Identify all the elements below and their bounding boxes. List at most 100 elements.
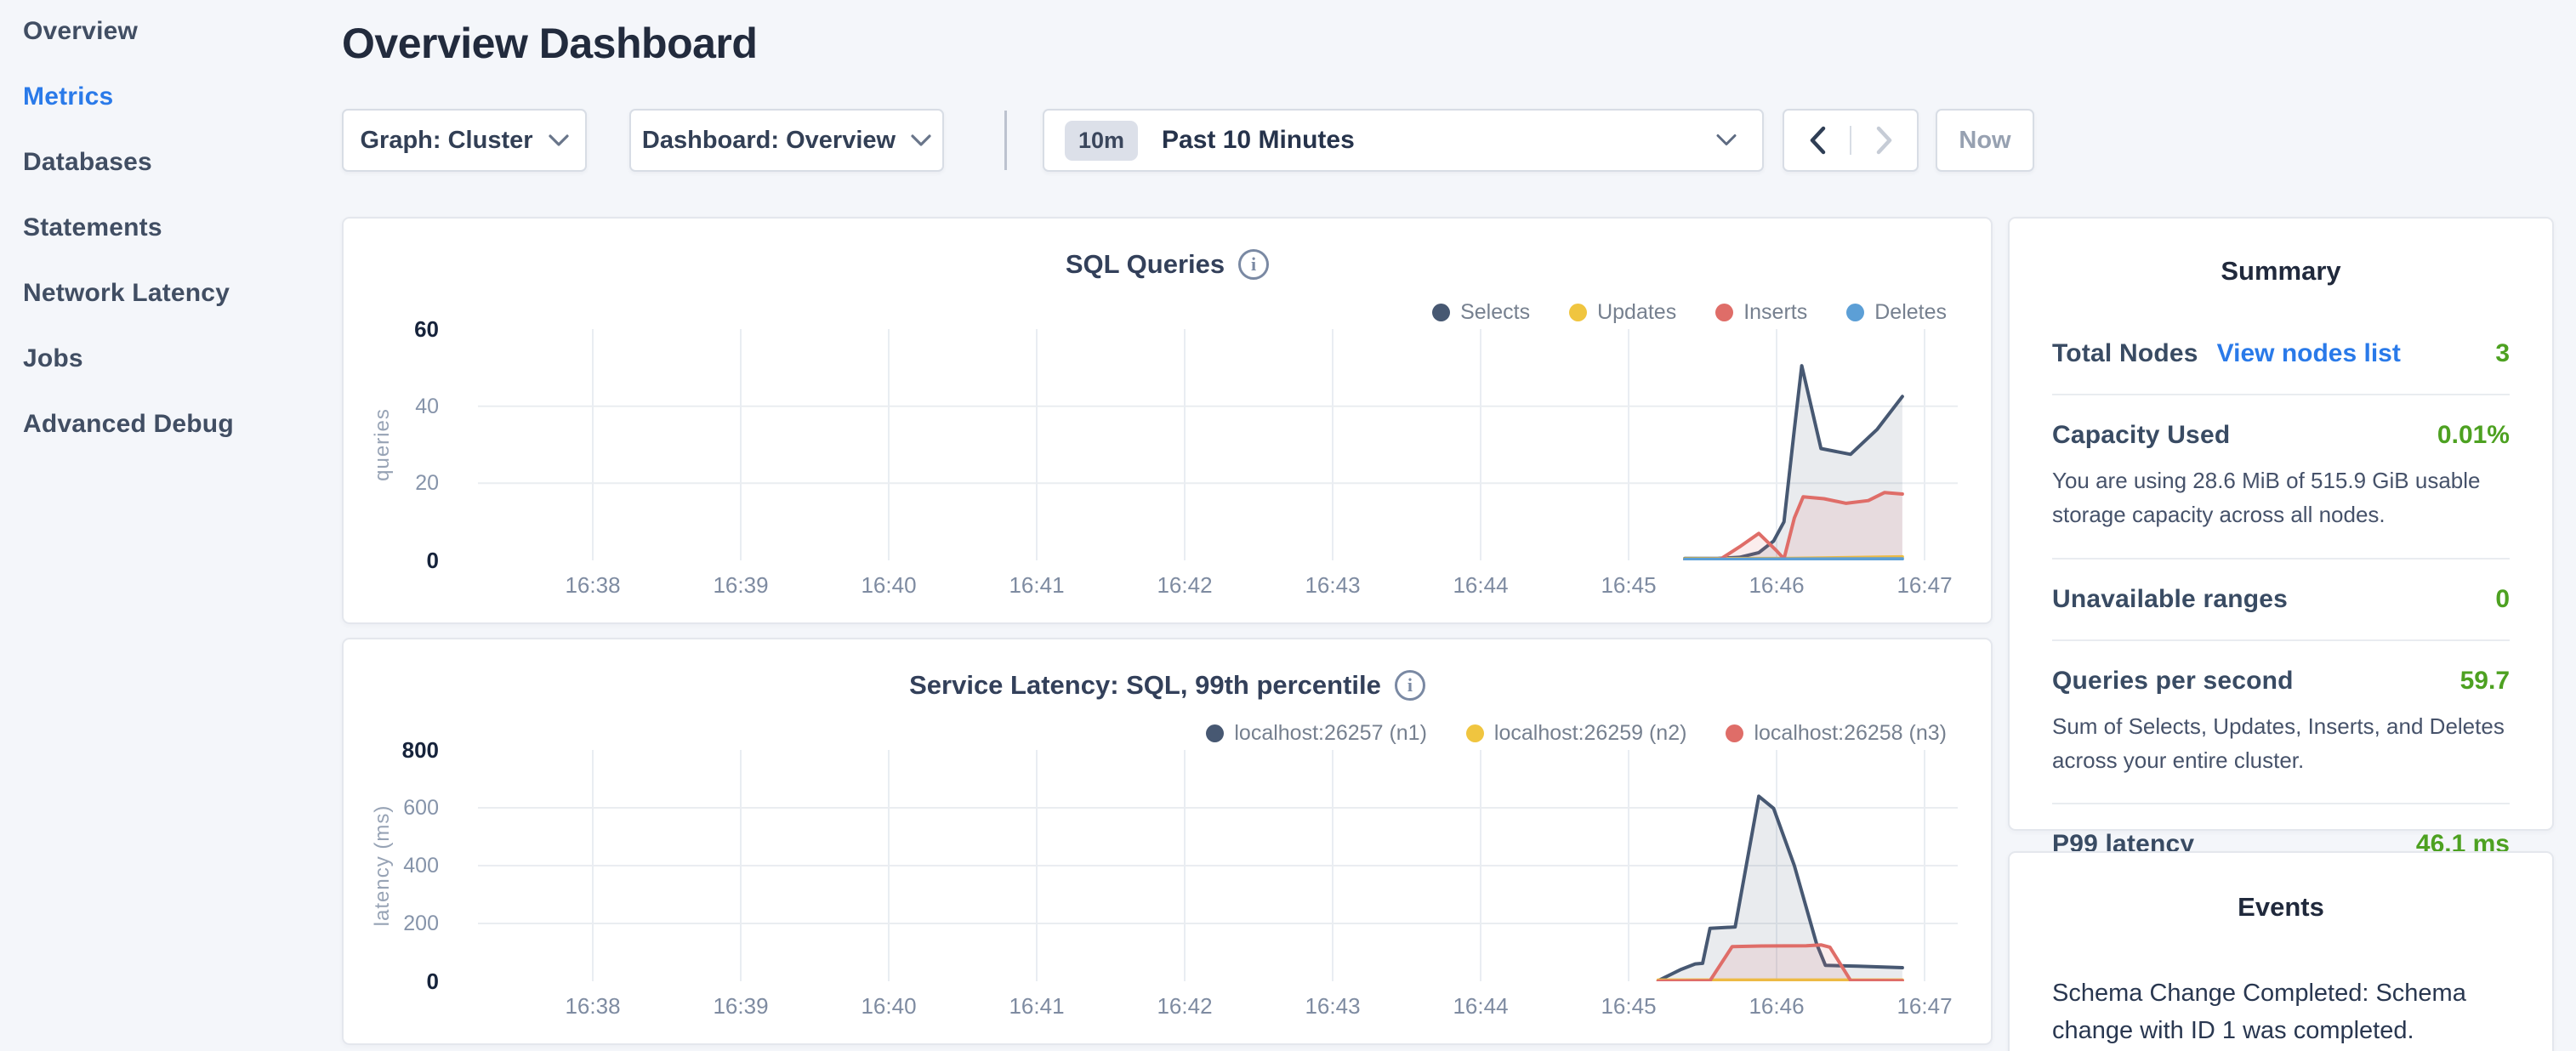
time-range-selector[interactable]: 10m Past 10 Minutes: [1043, 109, 1764, 172]
x-axis-tick-label: 16:40: [838, 993, 940, 1020]
queries-per-second-value: 59.7: [2460, 667, 2510, 696]
chart-title: SQL Queries i: [344, 249, 1991, 280]
chart-legend: localhost:26257 (n1) localhost:26259 (n2)…: [1206, 721, 1947, 746]
service-latency-chart-card: Service Latency: SQL, 99th percentile i …: [342, 638, 1993, 1045]
dashboard-controls: Graph: Cluster Dashboard: Overview 10m P…: [342, 109, 2034, 172]
x-axis-tick-label: 16:41: [986, 993, 1088, 1020]
summary-row-total-nodes: Total Nodes View nodes list 3: [2052, 339, 2510, 368]
legend-item[interactable]: localhost:26259 (n2): [1466, 721, 1687, 746]
sidebar-item-advanced-debug[interactable]: Advanced Debug: [0, 391, 340, 457]
now-button[interactable]: Now: [1936, 109, 2034, 172]
x-axis-tick-label: 16:45: [1578, 572, 1680, 599]
chart-plot-area[interactable]: [478, 750, 1958, 981]
info-icon[interactable]: i: [1395, 670, 1425, 701]
chart-title: Service Latency: SQL, 99th percentile i: [344, 670, 1991, 701]
summary-row-unavailable-ranges: Unavailable ranges 0: [2052, 585, 2510, 614]
y-axis-tick-label: 0: [344, 969, 439, 994]
info-icon[interactable]: i: [1238, 249, 1269, 280]
dashboard-dropdown[interactable]: Dashboard: Overview: [629, 109, 944, 172]
sidebar-item-statements[interactable]: Statements: [0, 195, 340, 260]
time-window-label: Past 10 Minutes: [1162, 126, 1355, 155]
legend-item[interactable]: Selects: [1432, 300, 1530, 325]
chart-plot-area[interactable]: [478, 329, 1958, 560]
legend-dot-icon: [1466, 724, 1484, 742]
sidebar: Overview Metrics Databases Statements Ne…: [0, 0, 340, 457]
page-title: Overview Dashboard: [342, 19, 757, 68]
x-axis-tick-label: 16:47: [1874, 572, 1976, 599]
x-axis-tick-label: 16:42: [1134, 572, 1236, 599]
now-button-label: Now: [1959, 127, 2010, 155]
chart-title-text: Service Latency: SQL, 99th percentile: [909, 670, 1381, 701]
event-text: Schema Change Completed: Schema change w…: [2052, 975, 2510, 1049]
sidebar-item-databases[interactable]: Databases: [0, 129, 340, 195]
queries-per-second-label: Queries per second: [2052, 667, 2294, 696]
sidebar-item-metrics[interactable]: Metrics: [0, 64, 340, 129]
total-nodes-value: 3: [2495, 339, 2510, 368]
legend-label: Selects: [1460, 300, 1530, 325]
events-panel: Events Schema Change Completed: Schema c…: [2008, 851, 2554, 1051]
unavailable-ranges-value: 0: [2495, 585, 2510, 614]
capacity-used-description: You are using 28.6 MiB of 515.9 GiB usab…: [2052, 463, 2510, 532]
legend-dot-icon: [1726, 724, 1743, 742]
x-axis-tick-label: 16:39: [690, 993, 792, 1020]
chevron-down-icon: [549, 134, 569, 147]
x-axis-tick-label: 16:43: [1282, 993, 1384, 1020]
x-axis-tick-label: 16:47: [1874, 993, 1976, 1020]
x-axis-tick-label: 16:46: [1726, 993, 1828, 1020]
sidebar-item-network-latency[interactable]: Network Latency: [0, 260, 340, 326]
y-axis-tick-label: 40: [344, 394, 439, 419]
legend-item[interactable]: localhost:26258 (n3): [1726, 721, 1947, 746]
summary-row-capacity: Capacity Used 0.01%: [2052, 421, 2510, 450]
legend-label: Inserts: [1743, 300, 1807, 325]
summary-row-qps: Queries per second 59.7: [2052, 667, 2510, 696]
y-axis-tick-label: 60: [344, 316, 439, 342]
graph-scope-label: Graph: Cluster: [360, 127, 532, 155]
x-axis-tick-label: 16:46: [1726, 572, 1828, 599]
summary-panel: Summary Total Nodes View nodes list 3 Ca…: [2008, 217, 2554, 831]
divider: [2052, 639, 2510, 641]
time-forward-button[interactable]: [1850, 126, 1917, 155]
x-axis-tick-label: 16:38: [542, 993, 644, 1020]
view-nodes-list-link[interactable]: View nodes list: [2217, 339, 2401, 368]
legend-label: localhost:26258 (n3): [1754, 721, 1947, 746]
legend-label: localhost:26259 (n2): [1494, 721, 1687, 746]
y-axis-tick-label: 400: [344, 853, 439, 878]
capacity-used-label: Capacity Used: [2052, 421, 2230, 450]
sidebar-item-jobs[interactable]: Jobs: [0, 326, 340, 391]
legend-dot-icon: [1846, 304, 1864, 321]
x-axis-tick-label: 16:42: [1134, 993, 1236, 1020]
legend-dot-icon: [1715, 304, 1733, 321]
legend-item[interactable]: localhost:26257 (n1): [1206, 721, 1427, 746]
y-axis-tick-label: 800: [344, 737, 439, 763]
chart-legend: Selects Updates Inserts Deletes: [1432, 300, 1947, 325]
graph-scope-dropdown[interactable]: Graph: Cluster: [342, 109, 587, 172]
overview-dashboard-page: Overview Metrics Databases Statements Ne…: [0, 0, 2576, 1051]
sql-queries-chart-card: SQL Queries i Selects Updates Inserts Delet…: [342, 217, 1993, 624]
x-axis-tick-label: 16:40: [838, 572, 940, 599]
events-title: Events: [2052, 892, 2510, 923]
event-list-item[interactable]: Schema Change Completed: Schema change w…: [2052, 975, 2510, 1051]
controls-divider: [1004, 111, 1007, 170]
capacity-used-value: 0.01%: [2437, 421, 2510, 450]
y-axis-tick-label: 0: [344, 548, 439, 573]
x-axis-tick-label: 16:39: [690, 572, 792, 599]
legend-dot-icon: [1206, 724, 1224, 742]
divider: [2052, 394, 2510, 395]
legend-item[interactable]: Inserts: [1715, 300, 1807, 325]
divider: [2052, 803, 2510, 804]
legend-item[interactable]: Updates: [1569, 300, 1676, 325]
x-axis-tick-label: 16:38: [542, 572, 644, 599]
legend-item[interactable]: Deletes: [1846, 300, 1947, 325]
x-axis-tick-label: 16:45: [1578, 993, 1680, 1020]
chevron-down-icon: [911, 134, 931, 147]
sidebar-item-overview[interactable]: Overview: [0, 0, 340, 64]
legend-label: localhost:26257 (n1): [1234, 721, 1427, 746]
x-axis-tick-label: 16:41: [986, 572, 1088, 599]
time-back-button[interactable]: [1784, 126, 1850, 155]
legend-dot-icon: [1569, 304, 1587, 321]
legend-dot-icon: [1432, 304, 1450, 321]
legend-label: Deletes: [1874, 300, 1947, 325]
divider: [2052, 558, 2510, 560]
dashboard-dropdown-label: Dashboard: Overview: [642, 127, 896, 155]
chevron-left-icon: [1808, 126, 1827, 155]
